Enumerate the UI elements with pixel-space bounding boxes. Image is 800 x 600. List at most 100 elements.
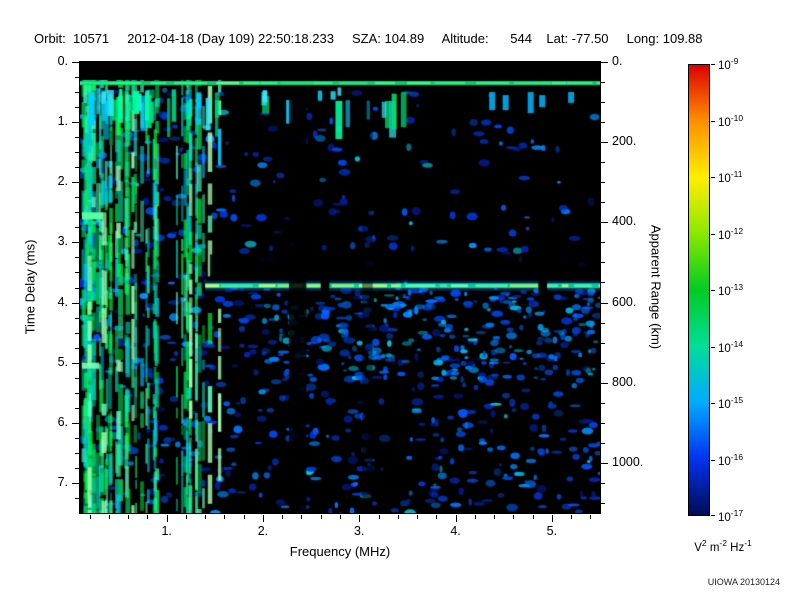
range-tick-label: 800. xyxy=(612,374,637,389)
colorbar xyxy=(688,64,710,516)
colorbar-tick xyxy=(711,459,715,461)
y-tick-label: 4. xyxy=(57,294,68,309)
y-minor-tick xyxy=(75,257,79,259)
spectrogram-canvas xyxy=(80,62,600,513)
range-minor-tick xyxy=(601,122,605,124)
y-minor-tick xyxy=(75,377,79,379)
x-minor-tick xyxy=(397,515,399,519)
x-tick-label: 4. xyxy=(450,524,461,538)
x-minor-tick xyxy=(320,515,322,519)
colorbar-tick-label: 10-17 xyxy=(718,508,744,524)
x-minor-tick xyxy=(378,515,380,519)
x-minor-tick xyxy=(243,515,245,519)
range-minor-tick xyxy=(601,242,605,244)
range-tick xyxy=(601,62,608,63)
range-minor-tick xyxy=(601,102,605,104)
x-minor-tick xyxy=(417,515,419,519)
header-info: Orbit: 10571 2012-04-18 (Day 109) 22:50:… xyxy=(34,31,703,46)
y-tick-label: 2. xyxy=(57,174,68,189)
x-axis-label: Frequency (MHz) xyxy=(289,544,391,559)
y-minor-tick xyxy=(75,92,79,94)
y-minor-tick xyxy=(75,77,79,79)
y-tick xyxy=(72,242,79,244)
x-minor-tick xyxy=(532,515,534,519)
y-minor-tick xyxy=(75,347,79,349)
x-minor-tick xyxy=(301,515,303,519)
range-tick-label: 0. xyxy=(612,54,623,68)
credit-text: UIOWA 20130124 xyxy=(707,577,780,587)
x-minor-tick xyxy=(340,515,341,519)
x-tick xyxy=(166,515,168,522)
colorbar-tick-label: 10-15 xyxy=(718,395,744,411)
range-minor-tick xyxy=(601,282,605,284)
x-minor-tick xyxy=(513,515,515,519)
y-minor-tick xyxy=(75,332,79,334)
y-tick xyxy=(72,482,79,484)
range-minor-tick xyxy=(601,482,605,484)
y-minor-tick xyxy=(75,392,79,394)
x-minor-tick xyxy=(185,515,187,519)
y-minor-tick xyxy=(75,467,79,469)
x-tick xyxy=(455,515,457,522)
range-tick-label: 600. xyxy=(612,294,637,309)
range-minor-tick xyxy=(601,262,605,264)
x-minor-tick xyxy=(436,515,438,519)
range-minor-tick xyxy=(601,322,605,324)
y-tick-label: 1. xyxy=(57,114,68,129)
y-axis-label-right: Apparent Range (km) xyxy=(648,224,664,350)
range-minor-tick xyxy=(601,362,605,364)
range-tick xyxy=(601,462,608,464)
y-minor-tick xyxy=(75,152,79,154)
y-tick xyxy=(72,362,79,364)
y-tick-label: 7. xyxy=(57,474,68,489)
x-minor-tick xyxy=(108,515,110,519)
x-minor-tick xyxy=(128,515,130,519)
colorbar-unit-label: V2 m-2 Hz-1 xyxy=(694,538,752,554)
x-minor-tick xyxy=(205,515,207,519)
y-minor-tick xyxy=(75,407,79,409)
x-tick-label: 5. xyxy=(546,524,558,538)
y-minor-tick xyxy=(75,212,79,214)
y-tick-label: 0. xyxy=(57,54,68,68)
y-minor-tick xyxy=(75,437,79,439)
x-minor-tick xyxy=(494,515,496,519)
range-tick-label: 400. xyxy=(612,214,637,229)
y-minor-tick xyxy=(75,167,79,169)
y-tick-label: 3. xyxy=(57,234,68,249)
colorbar-tick xyxy=(711,64,715,65)
range-minor-tick xyxy=(601,82,605,84)
y-tick xyxy=(72,122,79,124)
colorbar-tick-label: 10-11 xyxy=(718,169,743,185)
colorbar-tick xyxy=(711,403,715,404)
x-minor-tick xyxy=(571,515,573,519)
range-tick-label: 200. xyxy=(612,134,637,149)
colorbar-tick-label: 10-10 xyxy=(718,112,744,129)
colorbar-tick xyxy=(711,290,715,291)
colorbar-tick-label: 10-9 xyxy=(718,56,739,72)
x-minor-tick xyxy=(89,515,91,519)
range-tick xyxy=(601,382,608,384)
y-tick xyxy=(72,422,79,424)
range-minor-tick xyxy=(601,422,605,424)
x-minor-tick xyxy=(474,515,476,519)
range-tick xyxy=(601,222,608,224)
y-minor-tick xyxy=(75,227,79,229)
range-minor-tick xyxy=(601,202,605,204)
y-minor-tick xyxy=(75,107,79,109)
range-minor-tick xyxy=(601,442,605,444)
colorbar-tick-label: 10-12 xyxy=(718,225,744,242)
y-tick-label: 6. xyxy=(57,414,68,429)
x-tick xyxy=(551,515,553,522)
range-tick xyxy=(601,142,608,144)
x-minor-tick xyxy=(147,515,149,519)
colorbar-tick xyxy=(711,346,715,348)
x-tick xyxy=(359,515,361,522)
x-tick-label: 2. xyxy=(257,524,269,538)
colorbar-tick xyxy=(711,177,715,178)
x-minor-tick xyxy=(282,515,284,519)
range-tick xyxy=(601,302,608,304)
y-tick xyxy=(72,182,79,184)
y-tick xyxy=(72,302,79,304)
y-minor-tick xyxy=(75,197,79,199)
colorbar-tick xyxy=(711,120,715,122)
